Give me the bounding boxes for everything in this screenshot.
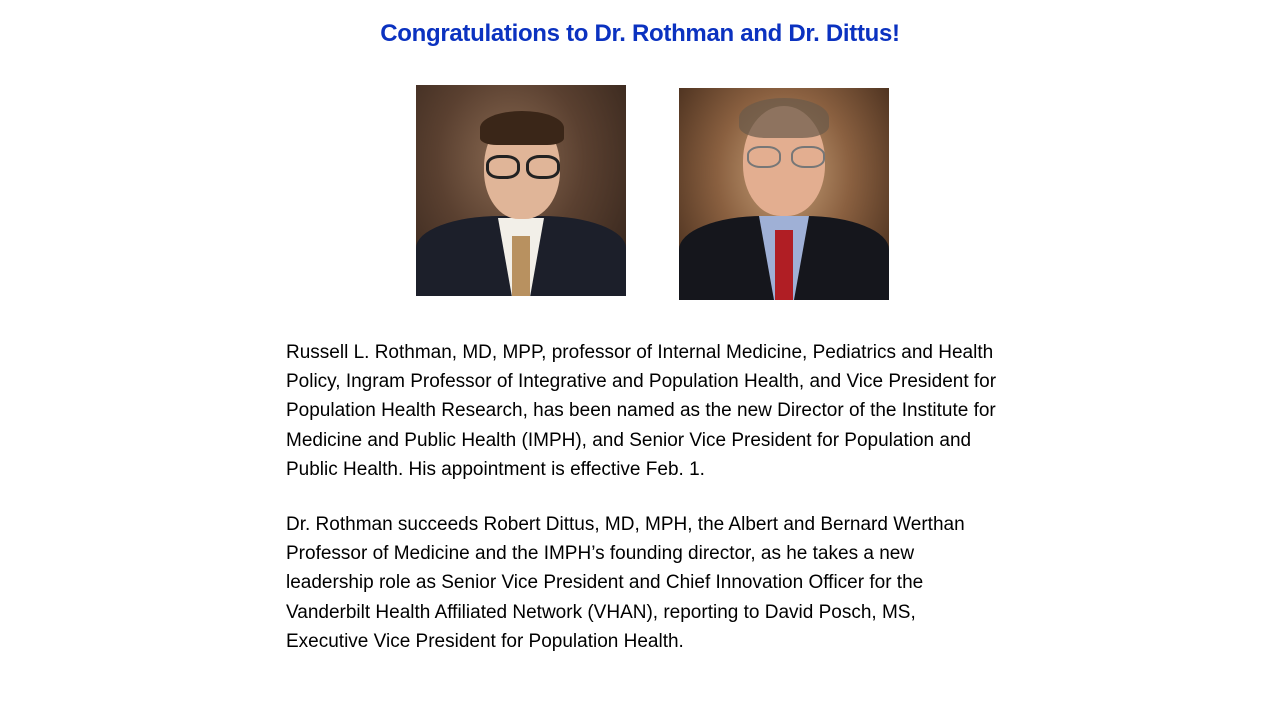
text-line: leadership role as Senior Vice President… <box>286 572 924 594</box>
dittus-photo <box>679 88 889 300</box>
glasses <box>747 146 781 168</box>
glasses <box>486 155 520 179</box>
text-line: Medicine and Public Health (IMPH), and S… <box>286 429 972 451</box>
paragraph-dittus-transition: Dr. Rothman succeeds Robert Dittus, MD, … <box>286 510 965 656</box>
text-line: Policy, Ingram Professor of Integrative … <box>286 371 997 393</box>
text-line: Population Health Research, has been nam… <box>286 400 996 422</box>
text-line: Dr. Rothman succeeds Robert Dittus, MD, … <box>286 514 965 535</box>
text-line: Executive Vice President for Population … <box>286 630 684 652</box>
text-line: Public Health. His appointment is effect… <box>286 458 705 480</box>
glasses <box>791 146 825 168</box>
hair <box>739 98 829 138</box>
text-line: Vanderbilt Health Affiliated Network (VH… <box>286 601 916 623</box>
hair <box>480 111 564 145</box>
text-line: Professor of Medicine and the IMPH’s fou… <box>286 543 915 565</box>
text-line: Russell L. Rothman, MD, MPP, professor o… <box>286 342 994 363</box>
tie <box>775 230 793 300</box>
tie <box>512 236 530 296</box>
paragraph-rothman-appointment: Russell L. Rothman, MD, MPP, professor o… <box>286 338 996 484</box>
glasses <box>526 155 560 179</box>
rothman-photo <box>416 85 626 296</box>
slide-title: Congratulations to Dr. Rothman and Dr. D… <box>380 20 900 47</box>
